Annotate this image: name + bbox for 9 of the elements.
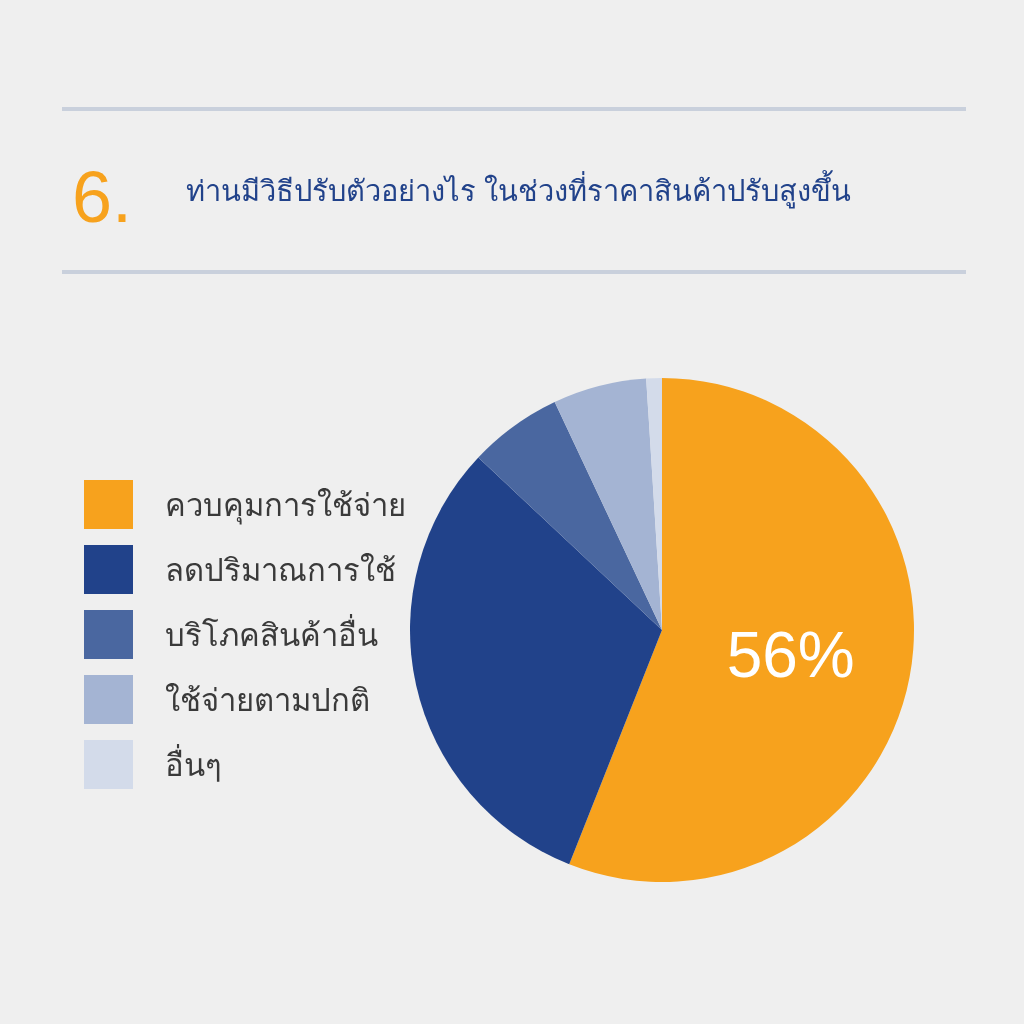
legend-label: ใช้จ่ายตามปกติ xyxy=(165,682,370,718)
text: 6. xyxy=(72,157,133,237)
legend-label: ลดปริมาณการใช้ xyxy=(165,552,396,588)
chart-title: ท่านมีวิธีปรับตัวอย่างไร ในช่วงที่ราคาสินค้าปรับสูงขึ้น xyxy=(186,170,852,209)
pie: 56% xyxy=(410,378,914,882)
data-label: 56% xyxy=(726,618,855,691)
legend-label: อื่นๆ xyxy=(165,743,222,783)
legend-label: บริโภคสินค้าอื่น xyxy=(165,613,378,653)
legend-label: ควบคุมการใช้จ่าย xyxy=(165,487,406,525)
